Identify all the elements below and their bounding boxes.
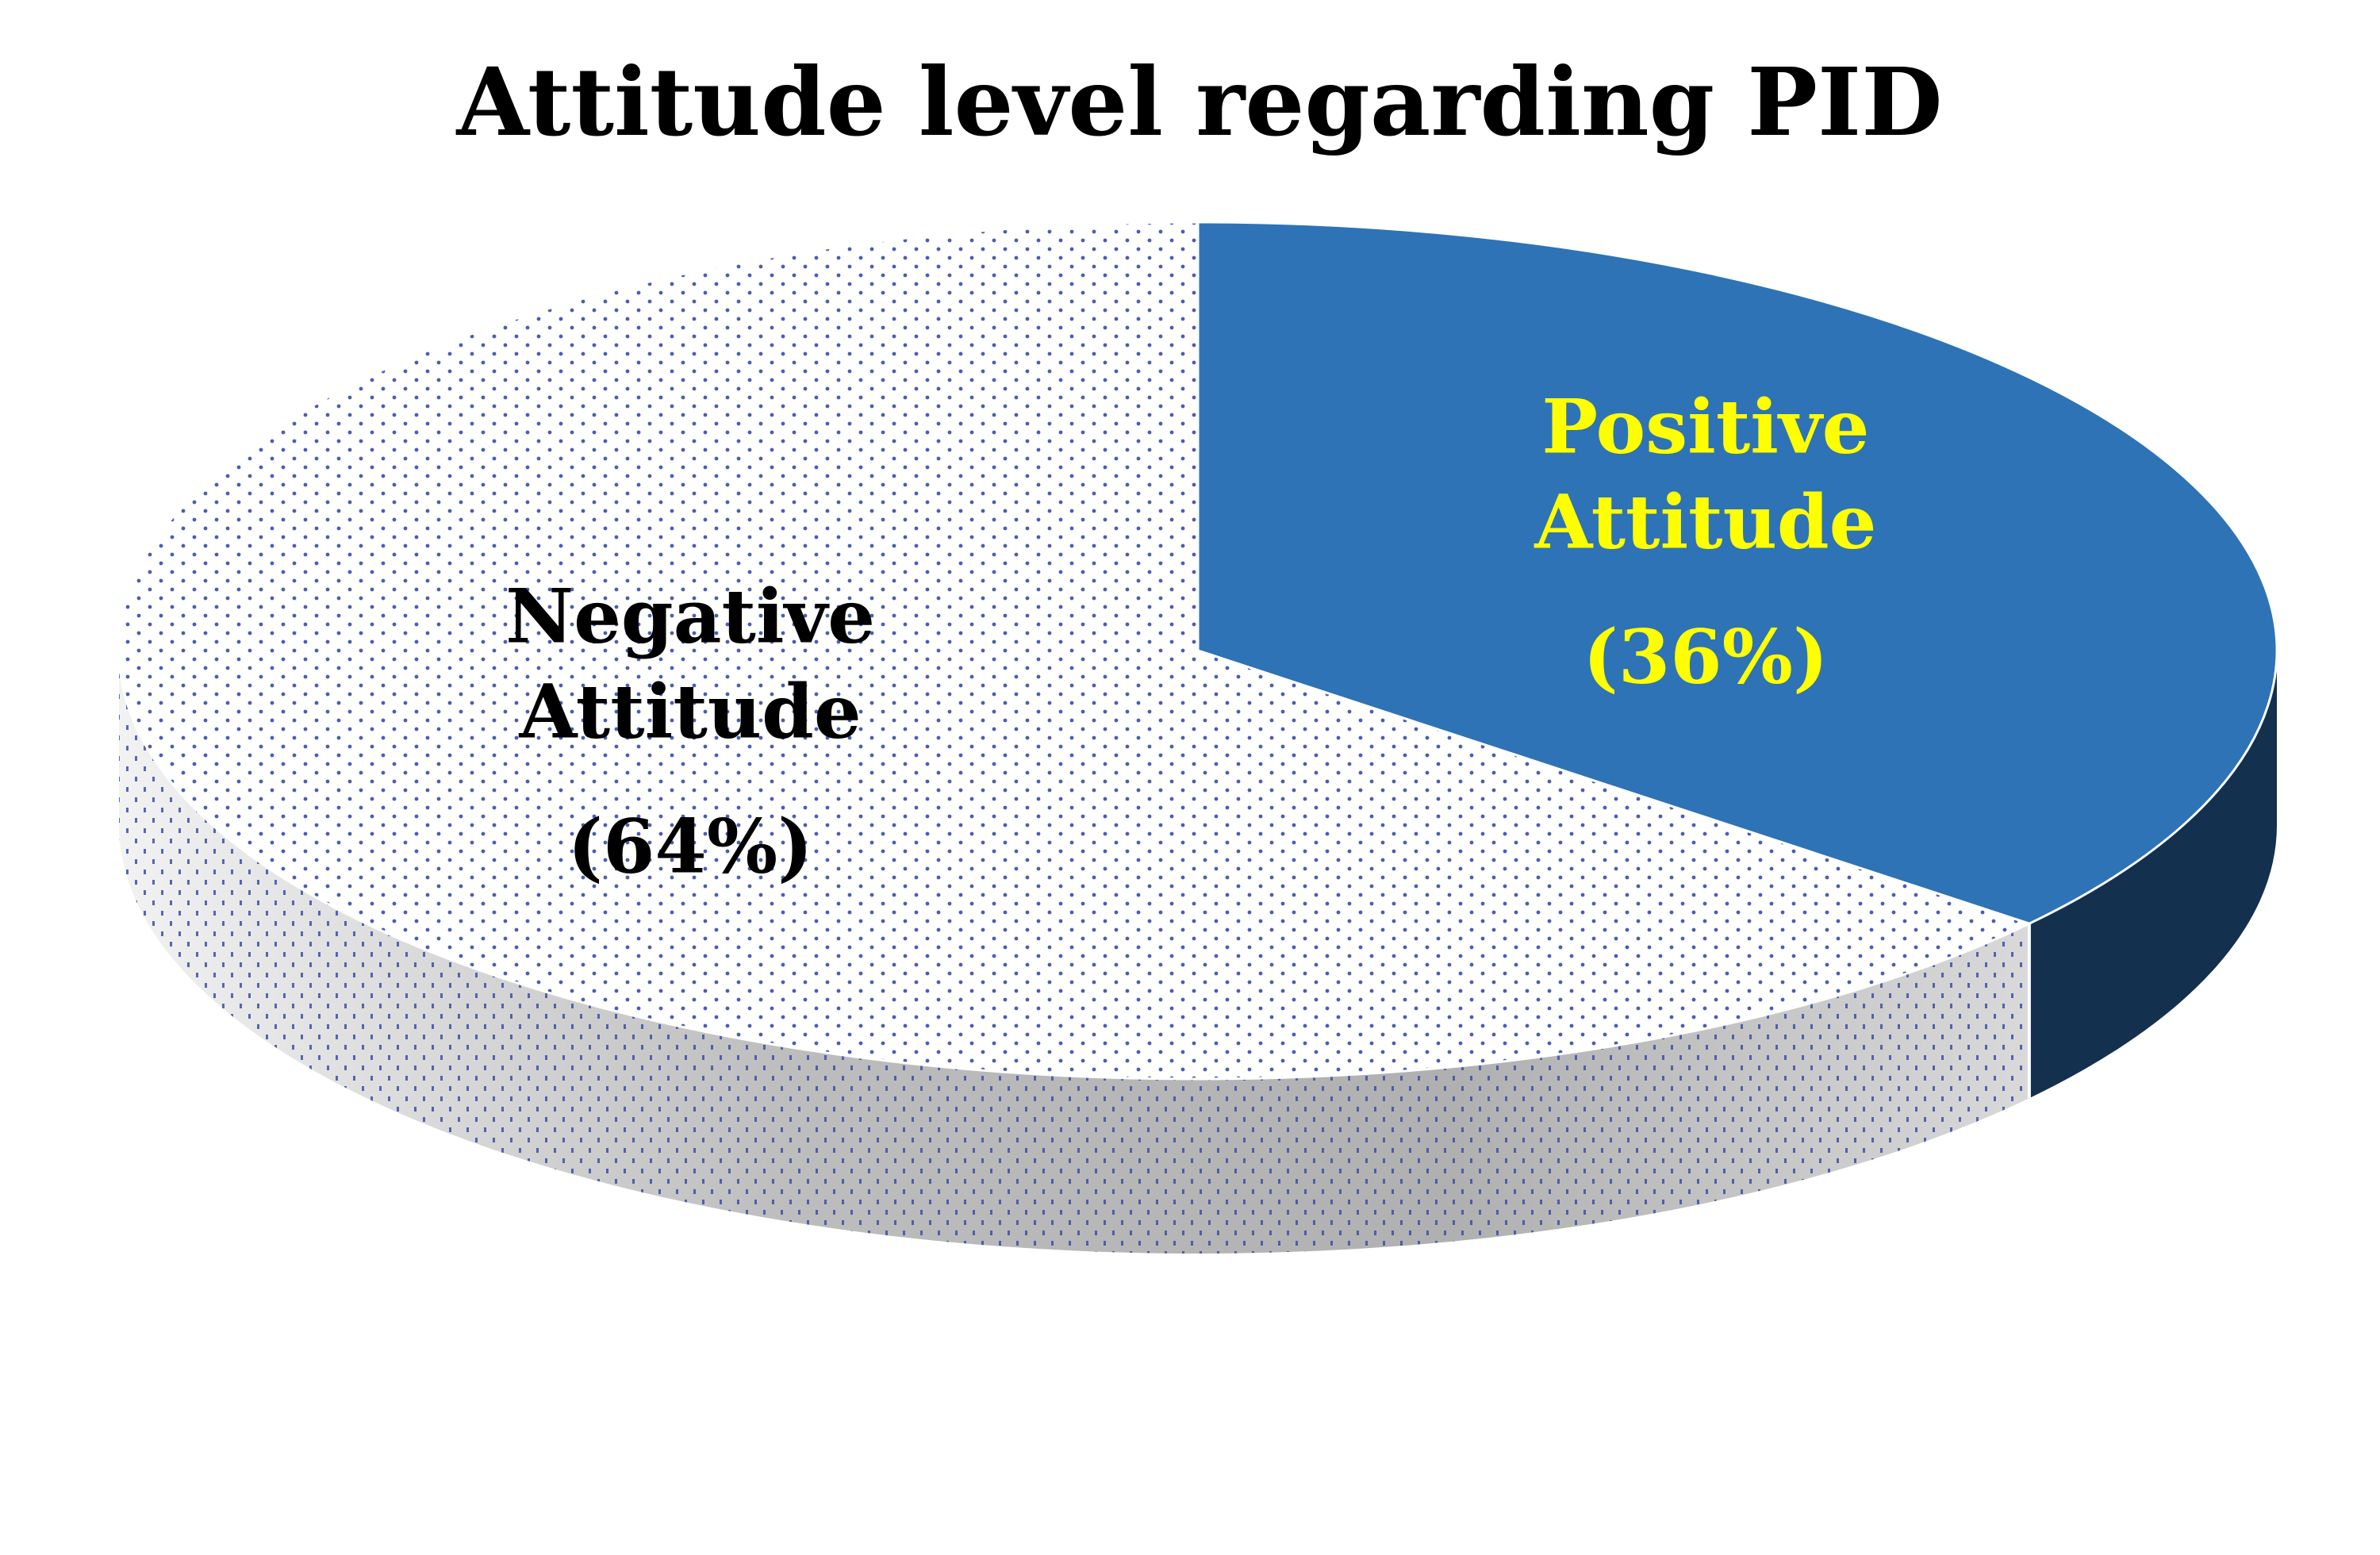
chart-title: Attitude level regarding PID	[455, 47, 1942, 157]
pie-side-pattern-2	[119, 651, 2029, 1254]
slice-value-label-2: (64%)	[568, 804, 813, 891]
slice-label-line2-1: Attitude	[1534, 478, 1876, 566]
pie-sides	[119, 651, 2277, 1254]
pie-tops	[117, 221, 2278, 1081]
pie-labels: PositiveAttitude(36%)NegativeAttitude(64…	[505, 383, 1876, 890]
slice-label-line1-2: Negative	[505, 574, 875, 661]
slice-label-line2-2: Attitude	[519, 669, 862, 756]
pie-slice-1	[1196, 221, 2278, 925]
slice-label-line1-1: Positive	[1541, 383, 1869, 470]
pie-side-1	[2029, 651, 2277, 1099]
slice-value-label-1: (36%)	[1583, 613, 1828, 701]
pie-slice-2	[117, 221, 2033, 1081]
